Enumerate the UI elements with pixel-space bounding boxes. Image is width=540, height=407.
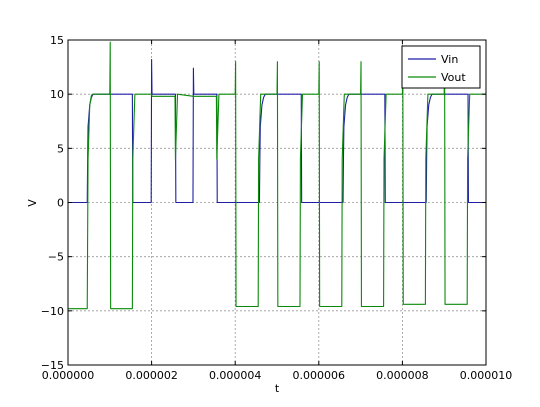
y-tick-label: −15 xyxy=(41,359,64,372)
x-tick-label: 0.000000 xyxy=(42,369,95,382)
series-line-vin xyxy=(68,58,486,204)
x-axis-label: t xyxy=(275,382,280,395)
x-tick-label: 0.000008 xyxy=(376,369,429,382)
legend-box xyxy=(401,45,481,89)
legend: Vin Vout xyxy=(401,45,481,89)
y-tick-label: 15 xyxy=(50,34,64,47)
y-tick-label: −10 xyxy=(41,305,64,318)
y-tick-label: −5 xyxy=(48,251,64,264)
y-tick-label: 10 xyxy=(50,88,64,101)
legend-label-vin: Vin xyxy=(441,53,458,66)
y-axis-label: V xyxy=(26,199,39,207)
series-line-vout xyxy=(68,41,486,310)
ticks: 0.000000 0.000002 0.000004 0.000006 0.000008… xyxy=(41,34,512,382)
y-tick-label: 0 xyxy=(57,197,64,210)
legend-label-vout: Vout xyxy=(441,71,466,84)
x-tick-label: 0.000002 xyxy=(125,369,178,382)
x-tick-label: 0.000006 xyxy=(293,369,346,382)
series-layer xyxy=(68,41,486,310)
x-tick-label: 0.000010 xyxy=(460,369,513,382)
y-tick-label: 5 xyxy=(57,142,64,155)
x-tick-label: 0.000004 xyxy=(209,369,262,382)
